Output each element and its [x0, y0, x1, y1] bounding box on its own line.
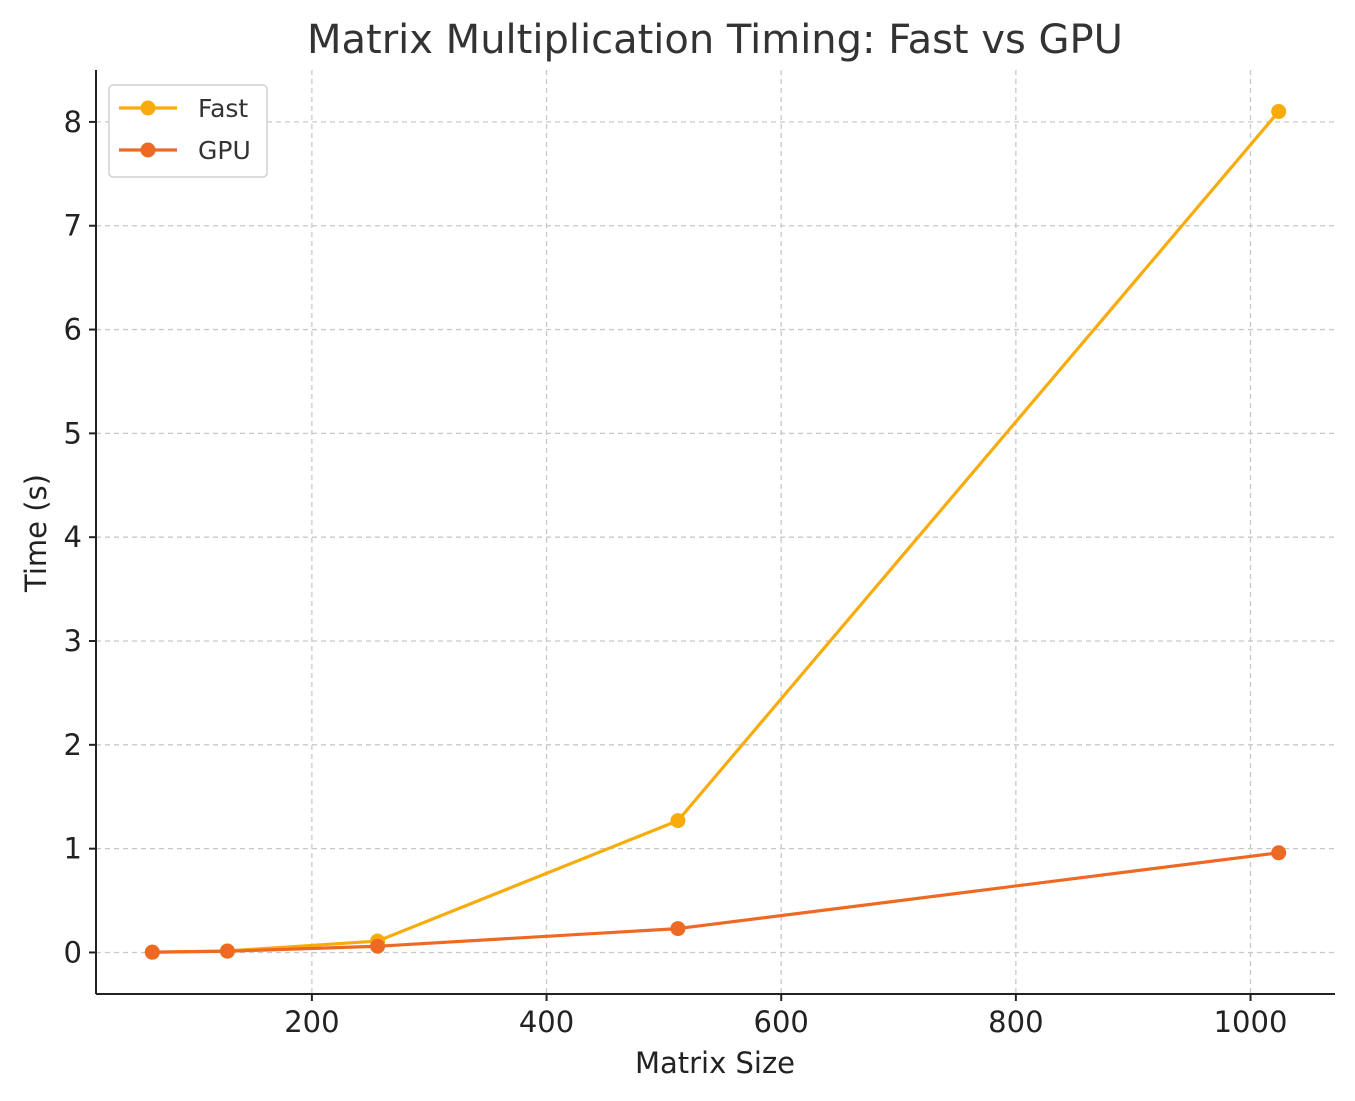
x-tick-label: 800 [988, 1005, 1043, 1039]
y-tick-label: 2 [64, 728, 82, 762]
grid [96, 70, 1335, 994]
y-tick-label: 3 [64, 624, 82, 658]
x-tick-label: 400 [519, 1005, 574, 1039]
y-axis-label: Time (s) [19, 474, 53, 593]
legend-marker-gpu [140, 142, 156, 158]
x-tick-label: 200 [284, 1005, 339, 1039]
gpu-series-line [152, 851, 1279, 954]
series [144, 104, 1287, 960]
legend-label-gpu: GPU [198, 136, 251, 165]
axes [89, 70, 1335, 1001]
x-tick-label: 1000 [1214, 1005, 1288, 1039]
legend-label-fast: Fast [198, 94, 248, 123]
y-tick-label: 0 [64, 935, 82, 969]
legend-marker-fast [140, 100, 156, 116]
gpu-data-point [370, 938, 386, 954]
chart-title: Matrix Multiplication Timing: Fast vs GP… [307, 17, 1123, 63]
y-tick-label: 4 [64, 520, 82, 554]
fast-series-line [152, 110, 1280, 954]
gpu-data-point [670, 921, 686, 937]
x-tick-label: 600 [754, 1005, 809, 1039]
y-tick-label: 5 [64, 416, 82, 450]
tick-labels: 200 400 600 800 1000 0 1 2 3 4 5 6 7 8 [64, 105, 1288, 1039]
y-tick-label: 1 [64, 832, 82, 866]
gpu-data-point [144, 944, 160, 960]
gpu-data-point [219, 943, 235, 959]
fast-data-point [1271, 104, 1287, 120]
x-axis-label: Matrix Size [635, 1046, 795, 1080]
y-tick-label: 8 [64, 105, 82, 139]
legend: Fast GPU [108, 84, 268, 178]
y-tick-label: 7 [64, 209, 82, 243]
y-tick-label: 6 [64, 313, 82, 347]
gpu-data-point [1271, 845, 1287, 861]
fast-data-point [670, 813, 686, 829]
